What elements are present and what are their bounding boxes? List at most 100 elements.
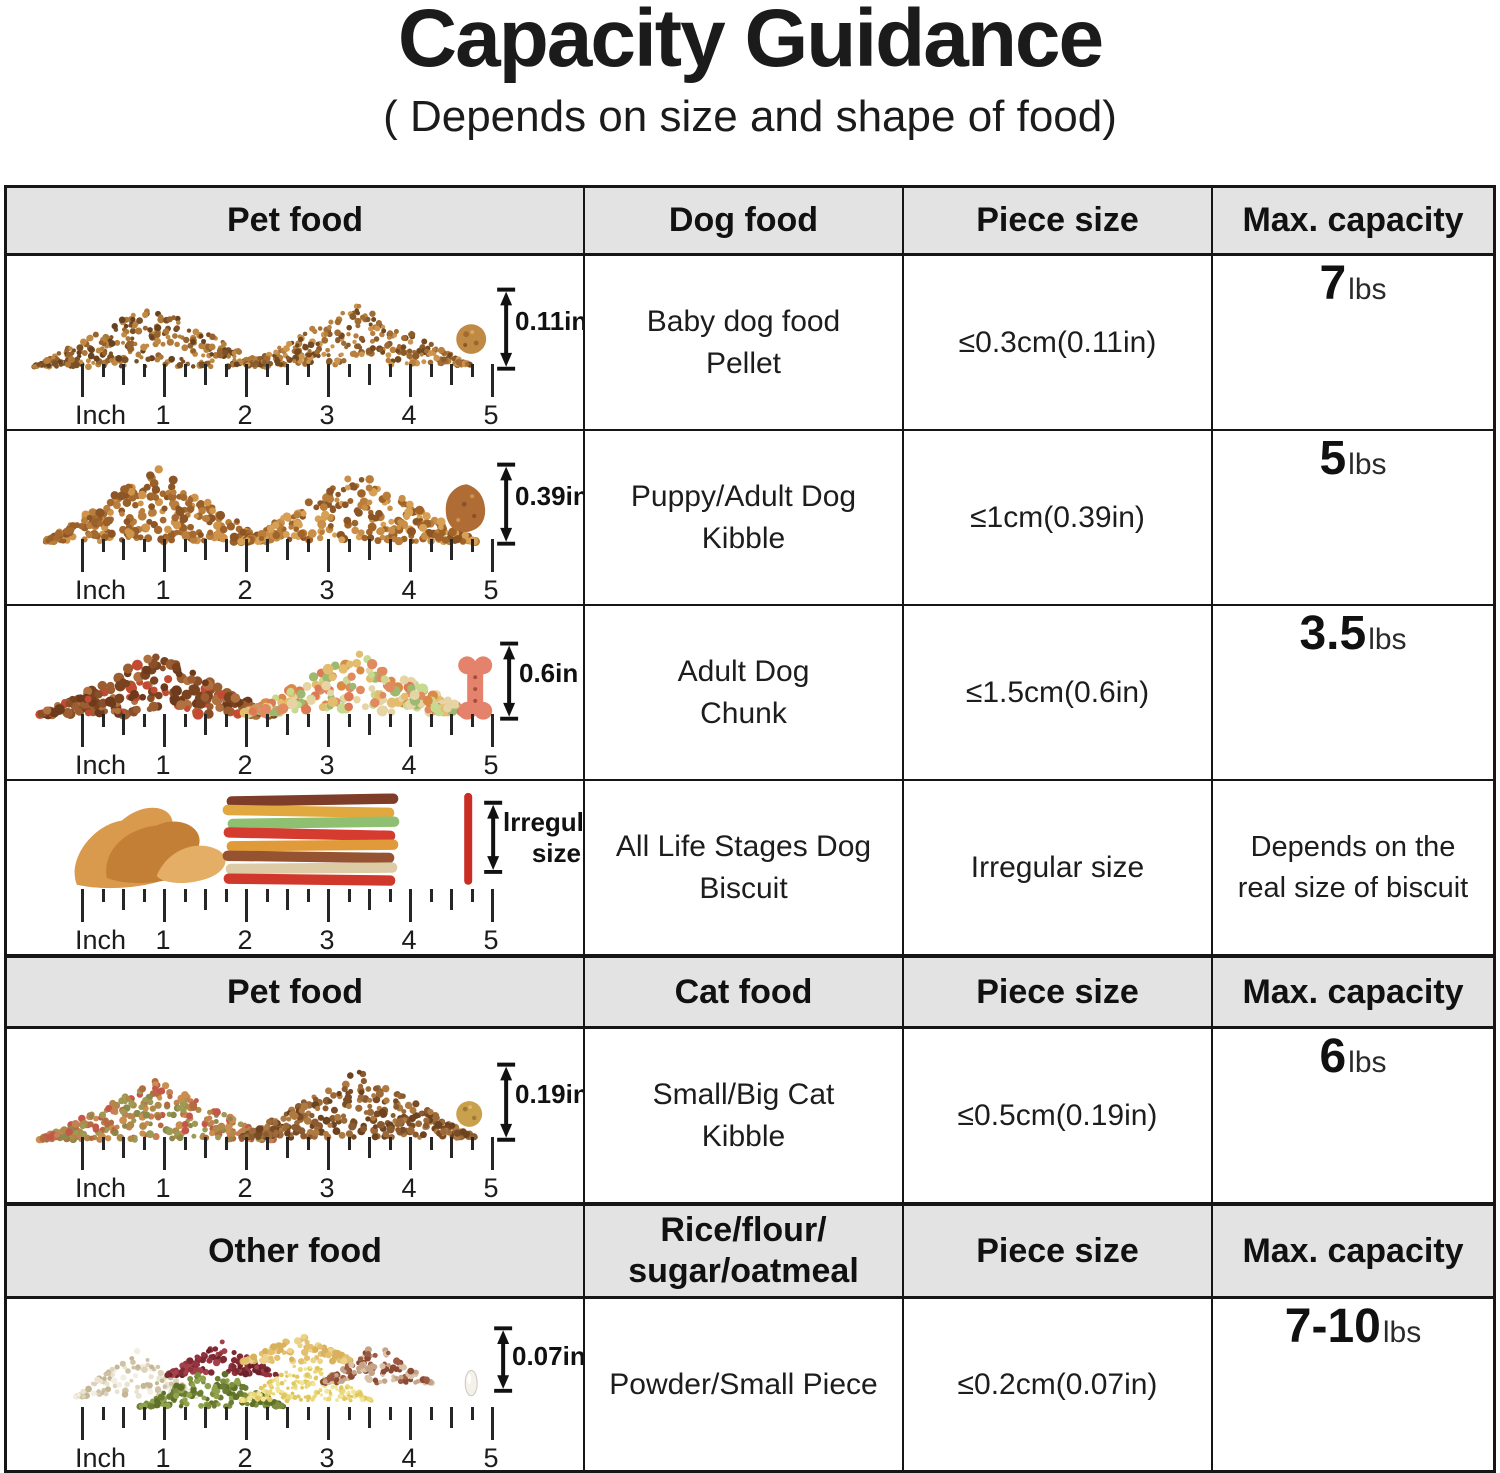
measure-bracket-icon [500, 641, 519, 721]
header-max-capacity: Max. capacity [1213, 956, 1493, 1029]
ruler-unit-label: Inch [75, 1443, 127, 1470]
ruler-tick [327, 1407, 330, 1440]
ruler-tick [429, 714, 433, 727]
ruler-tick [122, 714, 125, 735]
inch-ruler: Inch 1 2 3 4 5 [75, 539, 499, 605]
ruler-tick-label: 1 [155, 1443, 171, 1470]
inch-ruler: Inch 1 2 3 4 5 [75, 364, 499, 430]
ruler-tick [450, 714, 453, 735]
ruler-tick [286, 889, 289, 910]
ruler-tick [204, 364, 207, 385]
food-pile [238, 1360, 374, 1404]
ruler-tick [183, 1407, 187, 1420]
ruler-tick [388, 714, 392, 727]
ruler-tick [286, 539, 289, 560]
ruler-tick-label: 1 [155, 750, 171, 780]
ruler-tick [470, 364, 474, 377]
ruler-tick-label: 3 [319, 400, 335, 430]
ruler-tick [368, 889, 371, 910]
ruler-tick-label: 4 [401, 575, 417, 605]
ruler-tick [286, 364, 289, 385]
ruler-tick [470, 889, 474, 902]
size-annotation: 0.11in [515, 306, 585, 336]
ruler-tick [306, 1137, 310, 1150]
pellet-photo-cell: 0.11in Inch 1 2 3 4 5 [7, 256, 585, 431]
ruler-tick [142, 539, 146, 552]
ruler-tick [327, 539, 330, 572]
ruler-tick [122, 539, 125, 560]
max-capacity-value: 5 lbs [1213, 431, 1493, 606]
ruler-tick [245, 539, 248, 572]
ruler-tick-label: 5 [483, 400, 499, 430]
single-pellet-icon [456, 324, 487, 354]
ruler-tick [450, 364, 453, 385]
biscuit-photo-cell: lrregular size Inch 1 2 3 4 5 [7, 781, 585, 956]
ruler-tick [327, 714, 330, 747]
ruler-tick [491, 889, 494, 922]
ruler-tick [306, 1407, 310, 1420]
capacity-number: 6 [1319, 1030, 1347, 1083]
ruler-tick [245, 889, 248, 922]
ruler-tick [163, 1137, 166, 1170]
ruler-tick [101, 364, 105, 377]
grains-photo [72, 1326, 513, 1410]
ruler-tick [142, 889, 146, 902]
ruler-tick-label: 5 [483, 1443, 499, 1470]
single-kibble-icon [456, 1101, 483, 1127]
ruler-unit-label: Inch [75, 575, 127, 605]
piece-size-value: ≤1.5cm(0.6in) [904, 606, 1213, 781]
header-other-food: Other food [7, 1204, 585, 1299]
food-pile [31, 308, 271, 371]
capacity-number: 3.5 [1299, 607, 1367, 660]
ruler-tick-label: 3 [319, 1443, 335, 1470]
ruler-tick-label: 3 [319, 925, 335, 955]
header-pet-food: Pet food [7, 188, 585, 256]
food-name: Small/Big Cat Kibble [585, 1029, 904, 1204]
header-piece-size: Piece size [904, 188, 1213, 256]
food-pile [239, 650, 477, 719]
ruler-tick [306, 364, 310, 377]
size-annotation: 0.07in [512, 1341, 585, 1371]
food-name: All Life Stages Dog Biscuit [585, 781, 904, 956]
ruler-tick [163, 714, 166, 747]
ruler-tick [101, 539, 105, 552]
ruler-tick [491, 1137, 494, 1170]
page-title: Capacity Guidance [397, 0, 1104, 84]
capacity-note: Depends on the real size of biscuit [1237, 830, 1469, 904]
ruler-tick [286, 1407, 289, 1428]
ruler-unit-label: Inch [75, 400, 127, 430]
ruler-unit-label: Inch [75, 925, 127, 955]
capacity-unit: lbs [1368, 623, 1407, 656]
ruler-tick [122, 1137, 125, 1158]
header-max-capacity: Max. capacity [1213, 1204, 1493, 1299]
ruler-tick [327, 364, 330, 397]
header-rice-flour: Rice/flour/ sugar/oatmeal [585, 1204, 904, 1299]
grains-photo-cell: 0.07in Inch 1 2 3 4 5 [7, 1299, 585, 1470]
food-pile [236, 475, 480, 547]
ruler-tick [306, 889, 310, 902]
ruler-tick [142, 1407, 146, 1420]
measure-bracket-icon [497, 1062, 516, 1142]
max-capacity-value: 7-10 lbs [1213, 1299, 1493, 1470]
food-name: Baby dog food Pellet [585, 256, 904, 431]
ruler-tick [450, 1407, 453, 1428]
food-name: Puppy/Adult Dog Kibble [585, 431, 904, 606]
header-pet-food: Pet food [7, 956, 585, 1029]
ruler-tick [142, 714, 146, 727]
ruler-tick [101, 1407, 105, 1420]
ruler-tick [183, 539, 187, 552]
piece-size-value: Irregular size [904, 781, 1213, 956]
ruler-tick-label: 4 [401, 1443, 417, 1470]
single-kibble-icon [445, 484, 486, 533]
ruler-tick [327, 889, 330, 922]
ruler-tick [265, 539, 269, 552]
ruler-tick [388, 889, 392, 902]
capacity-unit: lbs [1382, 1316, 1422, 1349]
ruler-tick [409, 1137, 412, 1170]
food-name: Powder/Small Piece [585, 1299, 904, 1470]
page-subtitle: ( Depends on size and shape of food) [383, 92, 1117, 141]
cat-kibble-photo [35, 1062, 516, 1144]
ruler-tick-label: 5 [483, 750, 499, 780]
ruler-tick-label: 2 [237, 750, 253, 780]
ruler-tick [81, 364, 84, 397]
